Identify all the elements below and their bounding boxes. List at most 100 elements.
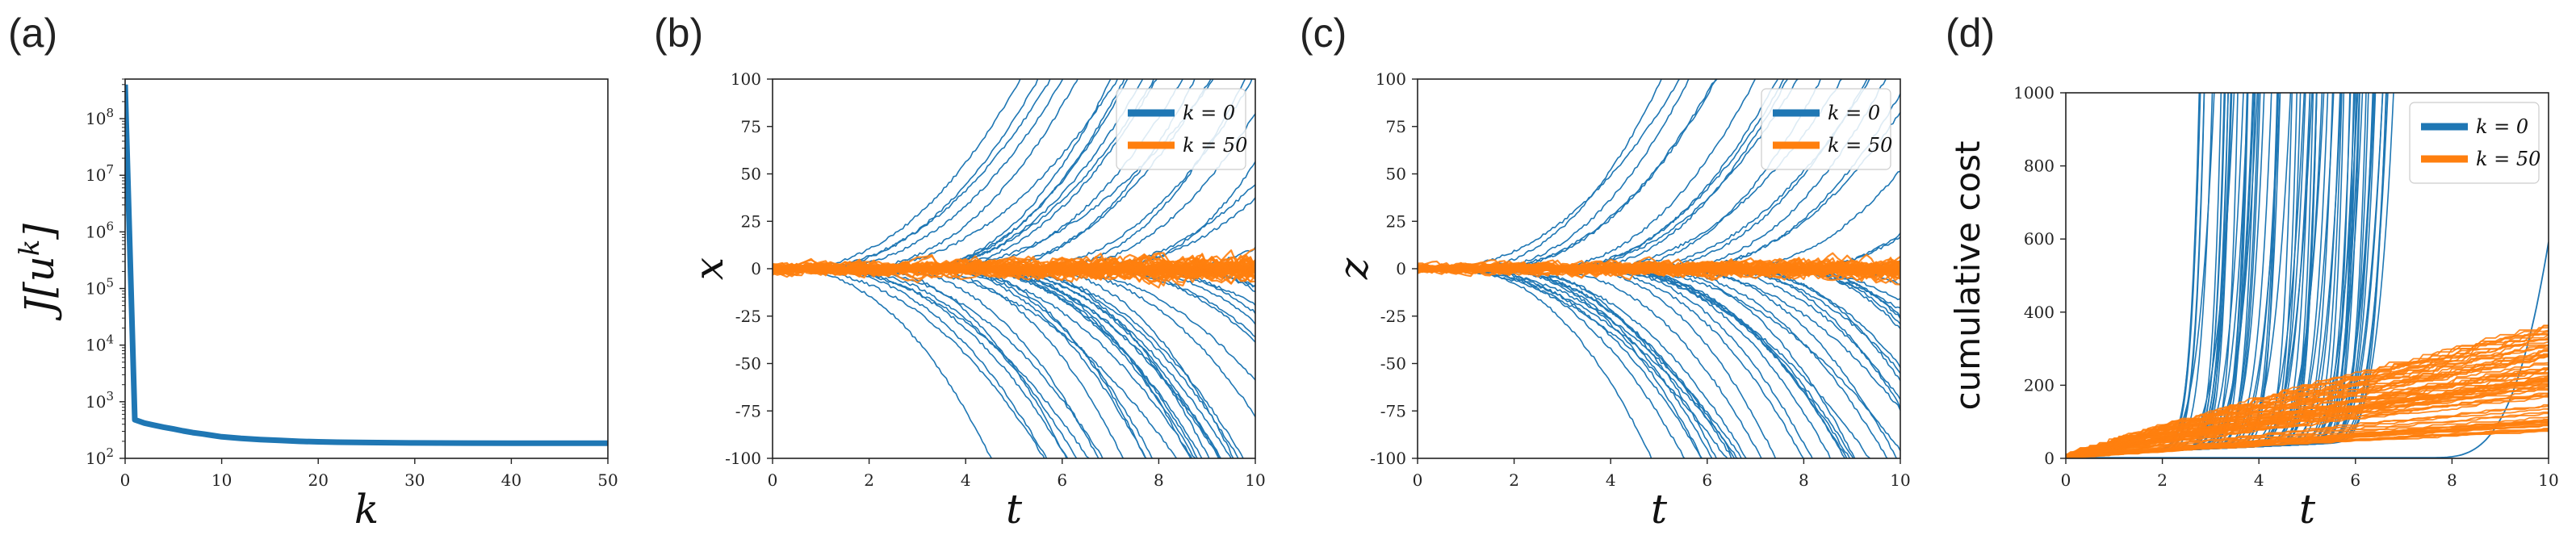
trajectory-k0 (1418, 266, 1718, 458)
x-axis-title: t (1651, 486, 1668, 533)
trajectory-k0 (1418, 266, 1851, 458)
y-tick-base: 10 (86, 392, 106, 412)
cost-k50 (2066, 331, 2549, 458)
x-tick-label: 6 (1057, 470, 1067, 490)
x-tick-label: 50 (597, 470, 618, 490)
x-tick-label: 8 (2447, 470, 2457, 490)
x-tick-label: 4 (2254, 470, 2264, 490)
y-tick-label: 75 (741, 117, 761, 136)
trajectory-k0 (1418, 266, 1748, 458)
y-tick-label: 100 (1376, 69, 1406, 89)
plot-area (125, 84, 608, 446)
cost-k0 (2066, 93, 2201, 456)
legend-box (1116, 88, 1246, 170)
chart-b: k = 0 k = 50 0 2 4 6 8 10 -100 -75 -50 -25 0 25 50 75 10… (654, 10, 1266, 533)
cost-k50 (2066, 405, 2549, 458)
x-tick-label: 8 (1154, 470, 1164, 490)
x-tick-label: 30 (404, 470, 425, 490)
y-title-close: ] (16, 224, 63, 240)
x-tick-label: 20 (308, 470, 328, 490)
cost-k50 (2066, 416, 2549, 458)
chart-d: k = 0 k = 50 0 2 4 6 8 10 0 200 400 600 800 1000 (d) t c… (1946, 10, 2559, 533)
x-tick-label: 0 (2061, 470, 2071, 490)
y-axis-title: z (1330, 257, 1377, 280)
x-axis-title: k (354, 486, 379, 533)
cost-k0 (2066, 93, 2293, 456)
y-tick-label: 800 (2024, 157, 2055, 176)
y-tick-label: 200 (2024, 375, 2055, 395)
x-tick-label: 10 (2538, 470, 2558, 490)
trajectory-k0 (1418, 266, 1854, 458)
x-axis-title: t (2299, 486, 2316, 533)
trajectory-k0 (1418, 266, 1713, 458)
plot-area (2066, 93, 2549, 458)
legend: k = 0 k = 50 (1761, 88, 1892, 170)
y-tick-label: 0 (751, 259, 761, 278)
cost-k50 (2066, 423, 2549, 458)
plot-frame (2065, 92, 2549, 459)
cost-k50 (2066, 403, 2549, 458)
y-tick-base: 10 (86, 449, 106, 468)
cost-k50 (2066, 392, 2549, 458)
trajectory-k0 (1418, 266, 1652, 458)
trajectory-k50 (773, 259, 1255, 277)
trajectory-k0 (773, 79, 1052, 271)
trajectory-k0 (773, 266, 1239, 458)
trajectory-k50 (773, 249, 1255, 283)
y-tick-label: -50 (1380, 354, 1406, 374)
cost-k0 (2066, 93, 2329, 456)
cost-k0 (2066, 93, 2318, 457)
cost-k0 (2066, 93, 2281, 457)
cost-k0-late (2066, 241, 2549, 458)
x-tick-label: 2 (864, 470, 874, 490)
y-tick-exponent: 3 (106, 389, 114, 403)
legend-label: k = 0 (1183, 102, 1235, 124)
y-tick-exponent: 5 (106, 276, 114, 290)
y-tick-label: 102 (86, 445, 114, 468)
y-title-main: J[u (16, 256, 63, 321)
y-tick-base: 10 (86, 279, 106, 299)
y-tick-label: -75 (735, 401, 761, 420)
x-tick-label: 10 (212, 470, 232, 490)
x-tick-label: 40 (501, 470, 521, 490)
cost-k50 (2066, 369, 2549, 458)
cost-k0 (2066, 93, 2229, 456)
x-tick-label: 0 (1413, 470, 1423, 490)
cost-k0 (2066, 93, 2214, 456)
y-tick-label: 25 (741, 211, 761, 231)
trajectory-k0 (773, 266, 1125, 458)
cost-k50 (2066, 375, 2549, 458)
cost-k0 (2066, 93, 2235, 456)
trajectory-k0 (1418, 266, 1871, 458)
y-tick-label: -100 (725, 449, 761, 468)
x-tick-label: 0 (120, 470, 131, 490)
cost-k50 (2066, 338, 2549, 458)
legend-label: k = 50 (2476, 148, 2540, 170)
plot-area (773, 79, 1255, 458)
y-tick-exponent: 8 (106, 106, 114, 120)
legend-label: k = 0 (1828, 102, 1880, 124)
y-tick-label: 105 (86, 276, 114, 299)
cost-k0 (2066, 93, 2292, 456)
trajectory-k0 (1418, 266, 1777, 458)
y-tick-label: 106 (86, 219, 114, 241)
trajectory-k0 (1418, 266, 1831, 458)
cost-k0 (2066, 93, 2201, 456)
y-tick-label: 50 (1386, 165, 1406, 184)
x-tick-label: 2 (2157, 470, 2168, 490)
legend: k = 0 k = 50 (2409, 102, 2540, 184)
panel-label: (c) (1300, 10, 1347, 56)
y-tick-label: 1000 (2013, 83, 2055, 102)
trajectory-k0 (1418, 266, 1743, 458)
cost-curve (125, 84, 608, 446)
x-tick-label: 4 (961, 470, 971, 490)
trajectory-k0 (773, 266, 1045, 458)
trajectory-k0 (1418, 266, 1740, 458)
trajectory-k0 (1418, 79, 1681, 271)
trajectory-k0 (1418, 266, 1732, 458)
x-tick-label: 0 (768, 470, 778, 490)
cost-k0 (2066, 93, 2259, 456)
cost-k0 (2066, 93, 2226, 456)
x-tick-label: 2 (1509, 470, 1519, 490)
cost-k0 (2066, 93, 2265, 456)
